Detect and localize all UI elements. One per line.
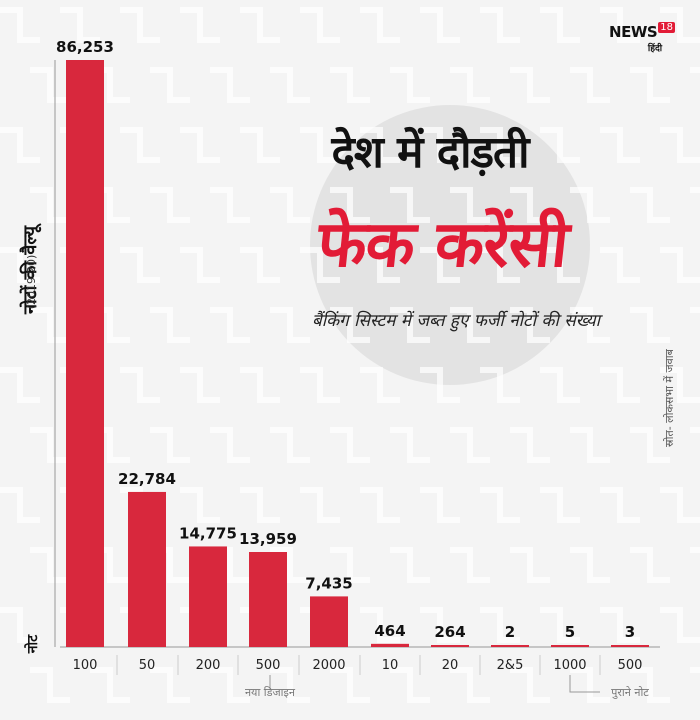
value-label: 7,435: [305, 574, 352, 592]
bar: [249, 552, 287, 647]
tick-label: 1000: [553, 658, 586, 673]
bar: [551, 645, 589, 647]
tick-label: 2&5: [497, 658, 524, 673]
tick-label: 100: [73, 658, 98, 673]
tick-label: 500: [618, 658, 643, 673]
logo-subtext: हिंदी: [647, 44, 663, 54]
chart-subtitle: बैंकिंग सिस्टम में जब्त हुए फर्जी नोटों …: [311, 311, 600, 331]
tick-label: 20: [442, 658, 459, 673]
bar: [66, 60, 104, 647]
group-bracket-old: [569, 675, 600, 693]
news18-logo: NEWS 18 हिंदी: [607, 22, 677, 62]
bar: [431, 645, 469, 647]
value-label: 14,775: [179, 524, 237, 542]
value-label: 3: [625, 623, 635, 641]
bar: [128, 491, 166, 647]
bar: [611, 645, 649, 647]
tick-label: 500: [256, 658, 281, 673]
bar: [491, 645, 529, 647]
value-label: 2: [505, 623, 515, 641]
value-label: 264: [434, 623, 465, 641]
tick-label: 2000: [312, 658, 345, 673]
value-label: 13,959: [239, 530, 297, 548]
value-label: 22,784: [118, 470, 176, 488]
group-label-old-notes: पुराने नोट: [611, 686, 649, 699]
value-label: 464: [374, 622, 405, 640]
tick-label: 50: [139, 658, 156, 673]
tick-label: 10: [382, 658, 399, 673]
value-label: 5: [565, 623, 575, 641]
logo-text: NEWS: [609, 23, 658, 41]
bar: [371, 643, 409, 647]
group-label-new-design: नया डिजाइन: [244, 686, 296, 699]
bar: [189, 546, 227, 647]
tick-label: 200: [196, 658, 221, 673]
logo-number: 18: [658, 22, 675, 33]
bar: [310, 596, 348, 647]
value-label: 86,253: [56, 38, 114, 56]
title-line-1: देश में दौड़ती: [331, 127, 529, 178]
